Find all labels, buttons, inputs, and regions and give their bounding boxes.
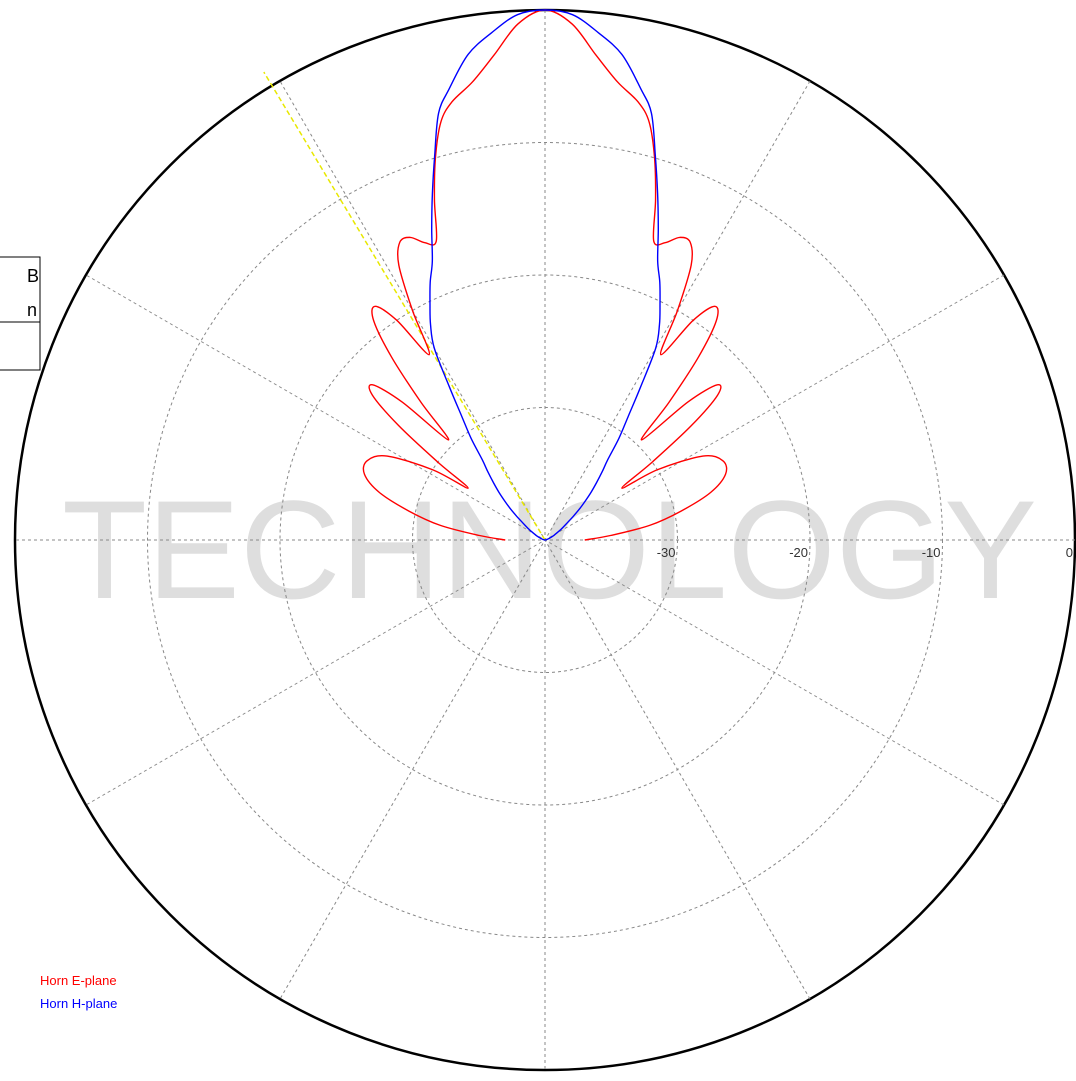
pattern-line [429, 9, 661, 541]
r-tick-label: 0 [1066, 545, 1073, 560]
legend-label: Horn E-plane [40, 973, 117, 988]
legend-label: Horn H-plane [40, 996, 117, 1011]
watermark: TECHNOLOGY [62, 471, 1037, 628]
r-tick-label: -30 [657, 545, 676, 560]
side-box [0, 256, 41, 371]
side-box-text: B [27, 266, 39, 286]
side-box-text: n [27, 300, 37, 320]
r-tick-label: -20 [789, 545, 808, 560]
cursor-line [263, 71, 546, 541]
r-tick-label: -10 [922, 545, 941, 560]
